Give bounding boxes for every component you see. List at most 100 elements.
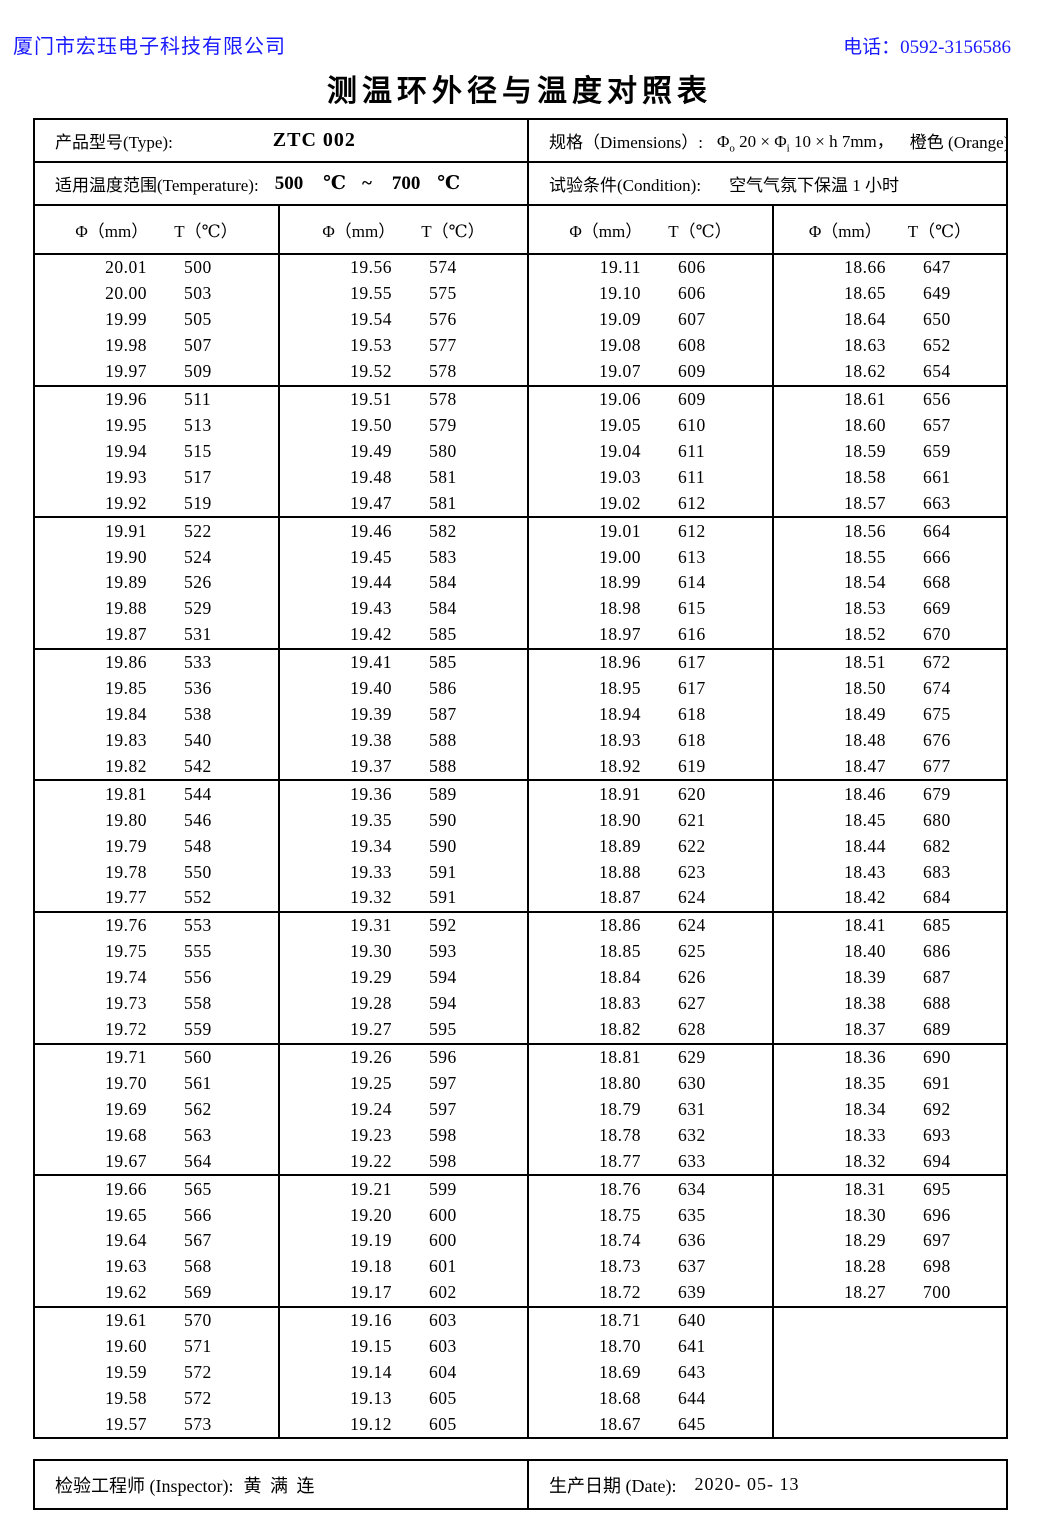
temperature-value: 579 [429, 414, 457, 435]
table-row: 18.50 674 [774, 678, 1006, 699]
info-row-type-dimensions: 产品型号(Type): ZTC 002 规格（Dimensions）: Φo 2… [35, 120, 1006, 163]
temperature-value: 584 [429, 598, 457, 619]
temperature-value: 616 [678, 624, 706, 645]
table-row: 18.77 633 [529, 1151, 772, 1172]
temperature-value: 649 [923, 283, 951, 304]
data-block: 18.31 695 18.30 696 18.29 697 18.28 698 18.27 700 [774, 1174, 1006, 1306]
temperature-value: 592 [429, 915, 457, 936]
table-row: 19.20 600 [280, 1205, 527, 1226]
temperature-value: 536 [184, 678, 212, 699]
phi-value: 19.52 [350, 361, 392, 382]
phi-value: 18.37 [844, 1019, 886, 1040]
table-row: 19.39 587 [280, 704, 527, 725]
condition-cell: 试验条件(Condition): 空气气氛下保温 1 小时 [529, 163, 1006, 204]
table-row: 19.03 611 [529, 467, 772, 488]
temperature-value: 610 [678, 414, 706, 435]
temperature-value: 560 [184, 1047, 212, 1068]
temperature-range-cell: 适用温度范围(Temperature): 500 ℃ ~ 700 ℃ [35, 163, 529, 204]
phi-value: 19.46 [350, 520, 392, 541]
temperature-value: 565 [184, 1178, 212, 1199]
phi-value: 20.01 [105, 257, 147, 278]
phi-value: 18.59 [844, 440, 886, 461]
table-row: 18.55 666 [774, 547, 1006, 568]
data-block [774, 1305, 1006, 1438]
phi-value: 18.58 [844, 466, 886, 487]
phi-value: 19.45 [350, 546, 392, 567]
table-row: 19.68 563 [35, 1125, 278, 1146]
temperature-value: 676 [923, 729, 951, 750]
table-row: 18.47 677 [774, 756, 1006, 777]
temperature-value: 618 [678, 704, 706, 725]
temperature-value: 604 [429, 1362, 457, 1383]
table-row: 18.54 668 [774, 572, 1006, 593]
temperature-range-label: 适用温度范围(Temperature): [55, 176, 259, 195]
phi-value: 18.48 [844, 729, 886, 750]
phi-value: 19.61 [105, 1310, 147, 1331]
phi-value: 19.70 [105, 1072, 147, 1093]
temperature-value: 652 [923, 335, 951, 356]
table-row: 18.40 686 [774, 941, 1006, 962]
t-header: T（℃） [907, 222, 972, 241]
phi-value: 19.44 [350, 572, 392, 593]
phi-value: 19.50 [350, 414, 392, 435]
temperature-value: 661 [923, 466, 951, 487]
table-row: 19.06 609 [529, 389, 772, 410]
table-row: 19.77 552 [35, 887, 278, 908]
phi-value: 19.63 [105, 1256, 147, 1277]
date-cell: 生产日期 (Date): 2020- 05- 13 [529, 1461, 1006, 1508]
temperature-value: 635 [678, 1204, 706, 1225]
table-row: 19.59 572 [35, 1362, 278, 1383]
table-row: 19.29 594 [280, 967, 527, 988]
temperature-value: 524 [184, 546, 212, 567]
temperature-value: 503 [184, 283, 212, 304]
table-row: 18.57 663 [774, 493, 1006, 514]
temperature-value: 622 [678, 835, 706, 856]
table-row: 18.56 664 [774, 521, 1006, 542]
data-grid: 20.01 500 20.00 503 19.99 505 19.98 507 19.97 509… [35, 255, 1006, 1438]
table-row: 19.93 517 [35, 467, 278, 488]
phi-value: 18.54 [844, 572, 886, 593]
temperature-value: 555 [184, 941, 212, 962]
temperature-value: 669 [923, 598, 951, 619]
phi-value: 18.88 [599, 861, 641, 882]
temperature-value: 513 [184, 414, 212, 435]
temperature-value: 692 [923, 1098, 951, 1119]
temperature-value: 519 [184, 492, 212, 513]
phi-value: 19.90 [105, 546, 147, 567]
temperature-value: 606 [678, 257, 706, 278]
phi-value: 19.04 [599, 440, 641, 461]
phi-value: 19.79 [105, 835, 147, 856]
phi-value: 19.73 [105, 993, 147, 1014]
table-row: 18.42 684 [774, 887, 1006, 908]
temperature-value: 605 [429, 1387, 457, 1408]
temperature-value: 697 [923, 1230, 951, 1251]
phi-value: 19.05 [599, 414, 641, 435]
phi-value: 19.75 [105, 941, 147, 962]
phi-value: 18.87 [599, 887, 641, 908]
table-row: 18.71 640 [529, 1310, 772, 1331]
temperature-value: 680 [923, 809, 951, 830]
temperature-value: 698 [923, 1256, 951, 1277]
temperature-value: 679 [923, 783, 951, 804]
temperature-value: 650 [923, 309, 951, 330]
temperature-value: 578 [429, 361, 457, 382]
table-row: 19.98 507 [35, 335, 278, 356]
data-block: 18.96 617 18.95 617 18.94 618 18.93 618 18.92 619 [529, 647, 772, 780]
temperature-value: 591 [429, 887, 457, 908]
temperature-value: 632 [678, 1124, 706, 1145]
temperature-value: 562 [184, 1098, 212, 1119]
temperature-value: 612 [678, 520, 706, 541]
table-row: 19.75 555 [35, 941, 278, 962]
phi-value: 19.66 [105, 1178, 147, 1199]
data-block: 18.76 634 18.75 635 18.74 636 18.73 637 18.72 639 [529, 1174, 772, 1306]
phi-value: 18.42 [844, 887, 886, 908]
table-row: 19.52 578 [280, 361, 527, 382]
temperature-value: 686 [923, 941, 951, 962]
table-row: 18.65 649 [774, 283, 1006, 304]
temperature-value: 563 [184, 1124, 212, 1145]
temperature-value: 602 [429, 1282, 457, 1303]
temperature-value: 609 [678, 361, 706, 382]
temperature-value: 585 [429, 652, 457, 673]
table-row: 19.18 601 [280, 1256, 527, 1277]
table-row: 19.25 597 [280, 1073, 527, 1094]
